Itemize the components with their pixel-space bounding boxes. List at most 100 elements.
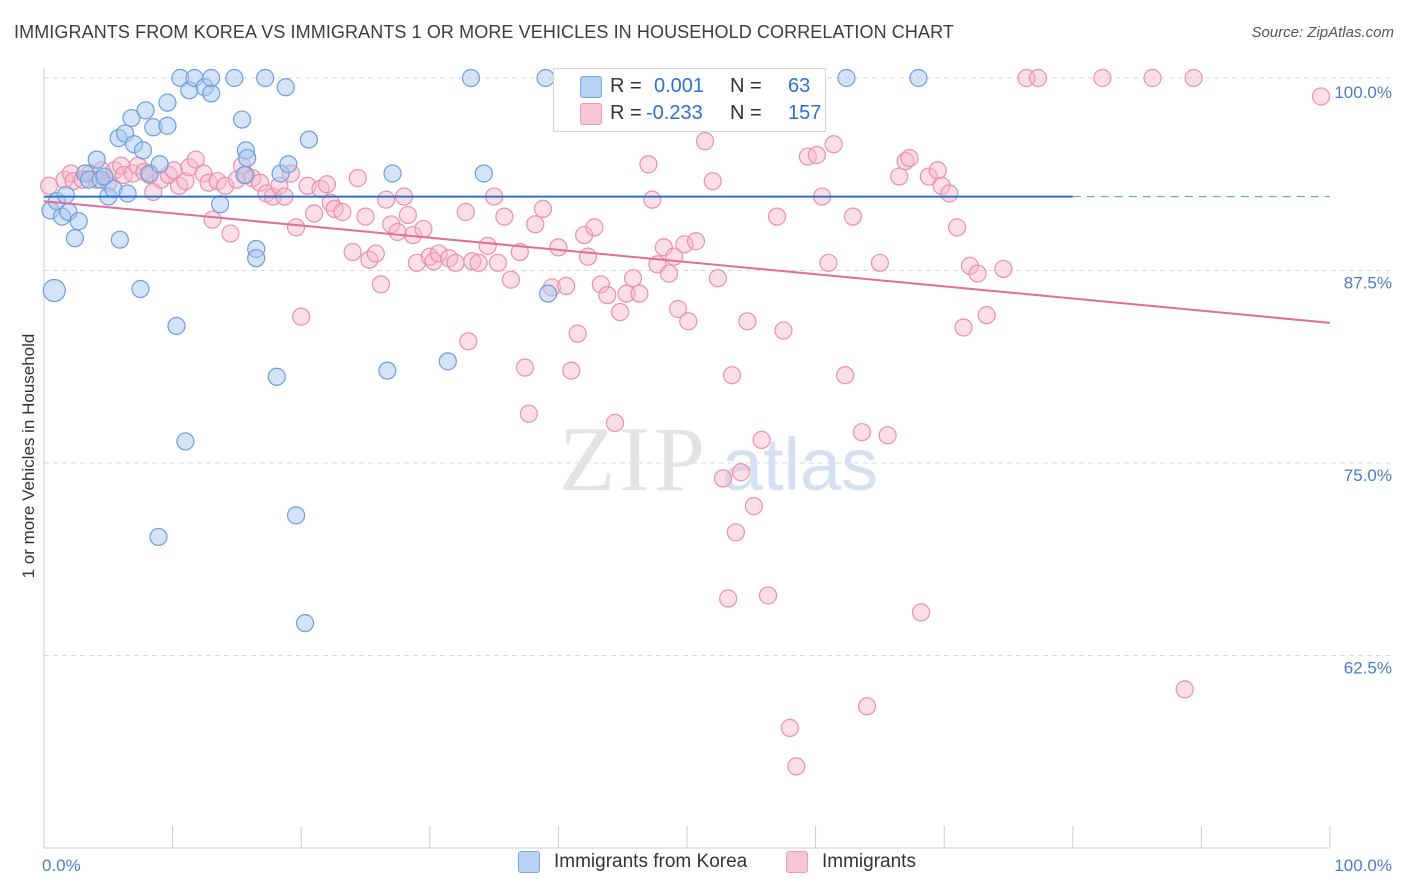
legend-n-label: N = [730,74,762,97]
x-tick-label: 0.0% [42,856,81,875]
immigrants-point [630,284,649,303]
korea-point [42,278,66,303]
korea-point [133,141,153,160]
korea-point [232,110,252,129]
legend-r-label: R = [610,101,642,124]
chart-title: IMMIGRANTS FROM KOREA VS IMMIGRANTS 1 OR… [14,22,954,42]
y-axis-title: 1 or more Vehicles in Household [19,334,38,579]
immigrants-point [194,164,213,183]
bottom-legend-immigrants-label: Immigrants [822,851,916,872]
immigrants-point [333,202,352,222]
korea-point [149,527,168,547]
legend-n-value: 63 [788,74,811,97]
immigrants-point [686,232,706,251]
korea-point [202,68,221,88]
immigrants-point [557,276,576,295]
immigrants-point [317,175,337,194]
korea-point [247,249,266,268]
immigrants-point [758,586,778,605]
immigrants-point [870,253,890,272]
immigrants-point [40,176,59,195]
y-tick-label: 100.0% [1334,83,1392,102]
legend-n-value: 157 [788,101,822,124]
immigrants-point [343,242,362,262]
immigrants-point [954,318,973,337]
y-tick-label: 75.0% [1344,466,1392,485]
immigrants-point [114,165,133,185]
immigrants-point [819,253,838,272]
x-tick-label: 100.0% [1334,856,1392,875]
legend-swatch-pink [580,103,602,125]
immigrants-point [388,222,407,242]
korea-point [158,116,177,135]
immigrants-point [568,324,587,343]
immigrants-point [469,253,488,272]
immigrants-point [643,190,662,209]
korea-point [378,361,397,380]
korea-point [225,68,244,88]
immigrants-point [549,238,568,257]
legend-r-label: R = [610,74,642,97]
immigrants-point [994,259,1013,279]
korea-point [136,101,155,120]
legend-swatch-blue [580,76,602,98]
immigrants-point [852,423,871,442]
korea-point [238,148,257,168]
immigrants-point [960,256,980,275]
trend-lines [43,195,1331,324]
immigrants-point [940,184,959,203]
legend-row-korea: R = 0.001 N = 63 [554,73,825,99]
korea-point [56,185,75,205]
immigrants-point [738,312,757,331]
korea-point [65,229,84,248]
immigrants-point [911,603,931,622]
immigrants-point [463,252,482,271]
bottom-legend-immigrants: Immigrants [786,851,916,873]
immigrants-point [932,176,951,195]
immigrants-point [668,299,688,319]
immigrants-point [398,205,418,225]
immigrants-point [807,145,826,165]
immigrants-point [679,312,698,331]
korea-point [69,212,88,231]
immigrants-point [216,176,235,195]
immigrants-point [459,332,478,351]
bottom-legend-korea: Immigrants from Korea [518,851,747,873]
legend-r-value: 0.001 [654,74,705,97]
immigrants-point [639,155,658,174]
korea-point [158,93,177,112]
bottom-swatch-pink [786,851,808,873]
korea-point [438,352,457,371]
korea-point [256,68,275,88]
immigrants-point [843,207,862,226]
immigrants-point [703,172,722,191]
immigrants-point [928,161,947,180]
immigrants-point [1184,68,1203,88]
korea-point [299,130,319,149]
immigrants-point [186,150,205,169]
korea-point [383,164,402,183]
immigrants-point [414,219,433,239]
legend-row-immigrants: R = -0.233 N = 157 [554,100,825,126]
immigrants-point [767,207,787,226]
korea-point [95,167,114,186]
correlation-legend: R = 0.001 N = 63 R = -0.233 N = 157 [553,68,826,132]
immigrants-point [611,302,630,322]
immigrants-point [176,172,195,191]
immigrants-point [304,204,324,223]
immigrants-point [774,321,793,340]
legend-n-label: N = [730,101,762,124]
immigrants-point [605,413,625,433]
immigrants-point [519,404,538,423]
immigrants-point [221,224,240,243]
immigrants-point [292,307,311,326]
immigrants-point [722,366,742,385]
legend-r-value: -0.233 [646,101,703,124]
immigrants-point [947,218,967,237]
korea-point [279,155,298,174]
immigrants-point [562,361,581,380]
korea-point [122,108,141,128]
korea-point [235,165,254,185]
immigrants-point [968,264,987,283]
